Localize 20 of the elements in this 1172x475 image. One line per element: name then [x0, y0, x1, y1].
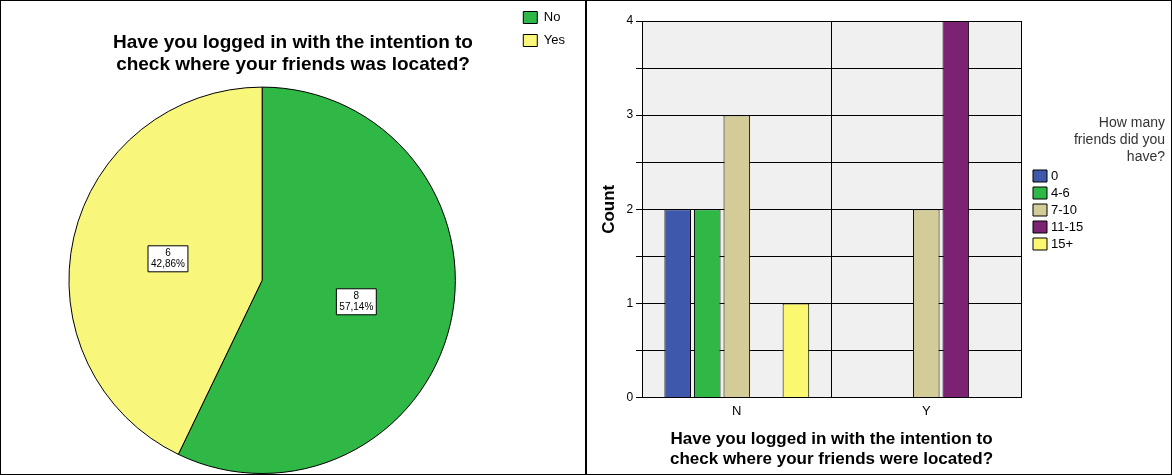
x-tick-label: N	[732, 402, 742, 418]
y-tick-label: 0	[626, 389, 634, 404]
data-label: 8 57,14%	[339, 290, 374, 313]
text: Have you logged in with the intention to check where your friends was located?	[113, 30, 473, 75]
legend-label: 7-10	[1051, 201, 1078, 217]
legend-title: How many friends did you have?	[1073, 114, 1166, 164]
y-tick-label: 4	[626, 13, 634, 28]
legend-label: 4-6	[1051, 184, 1070, 200]
x-tick-label: Y	[921, 402, 931, 418]
y-tick-label: 2	[626, 201, 634, 216]
legend-label: No	[543, 9, 561, 25]
legend-label: 0	[1051, 167, 1059, 183]
y-axis-title: Count	[598, 184, 618, 234]
legend-label: 11-15	[1051, 218, 1084, 234]
y-tick-label: 1	[626, 295, 634, 310]
data-label: 6 42,86%	[151, 247, 186, 270]
x-axis-title: Have you logged in with the intention to check where your friends were located?	[669, 429, 994, 469]
legend-label: 15+	[1051, 235, 1074, 251]
y-tick-label: 3	[626, 107, 634, 122]
legend-label: Yes	[543, 32, 566, 48]
